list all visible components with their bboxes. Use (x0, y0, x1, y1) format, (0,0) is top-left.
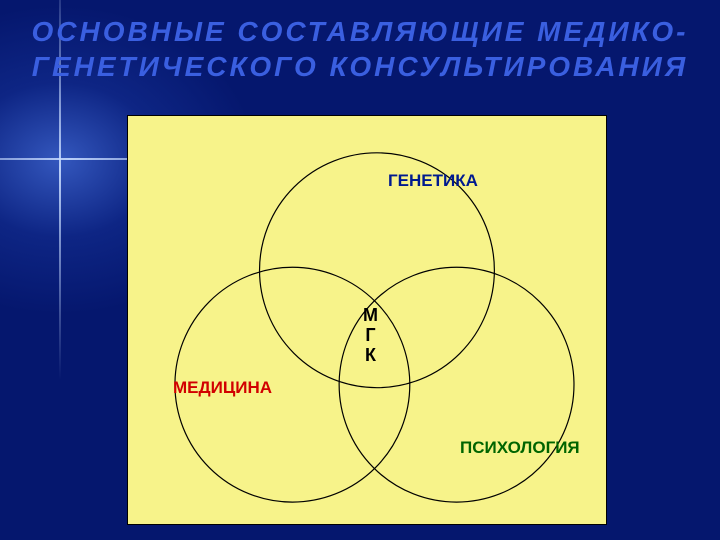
slide: ОСНОВНЫЕ СОСТАВЛЯЮЩИЕ МЕДИКО- ГЕНЕТИЧЕСК… (0, 0, 720, 540)
slide-title: ОСНОВНЫЕ СОСТАВЛЯЮЩИЕ МЕДИКО- ГЕНЕТИЧЕСК… (0, 14, 720, 84)
label-psychology: ПСИХОЛОГИЯ (460, 438, 580, 458)
label-genetics: ГЕНЕТИКА (388, 171, 478, 191)
label-medicine: МЕДИЦИНА (173, 378, 272, 398)
label-center-mgk: М Г К (363, 306, 378, 365)
venn-panel: ГЕНЕТИКА МЕДИЦИНА ПСИХОЛОГИЯ М Г К (127, 115, 607, 525)
